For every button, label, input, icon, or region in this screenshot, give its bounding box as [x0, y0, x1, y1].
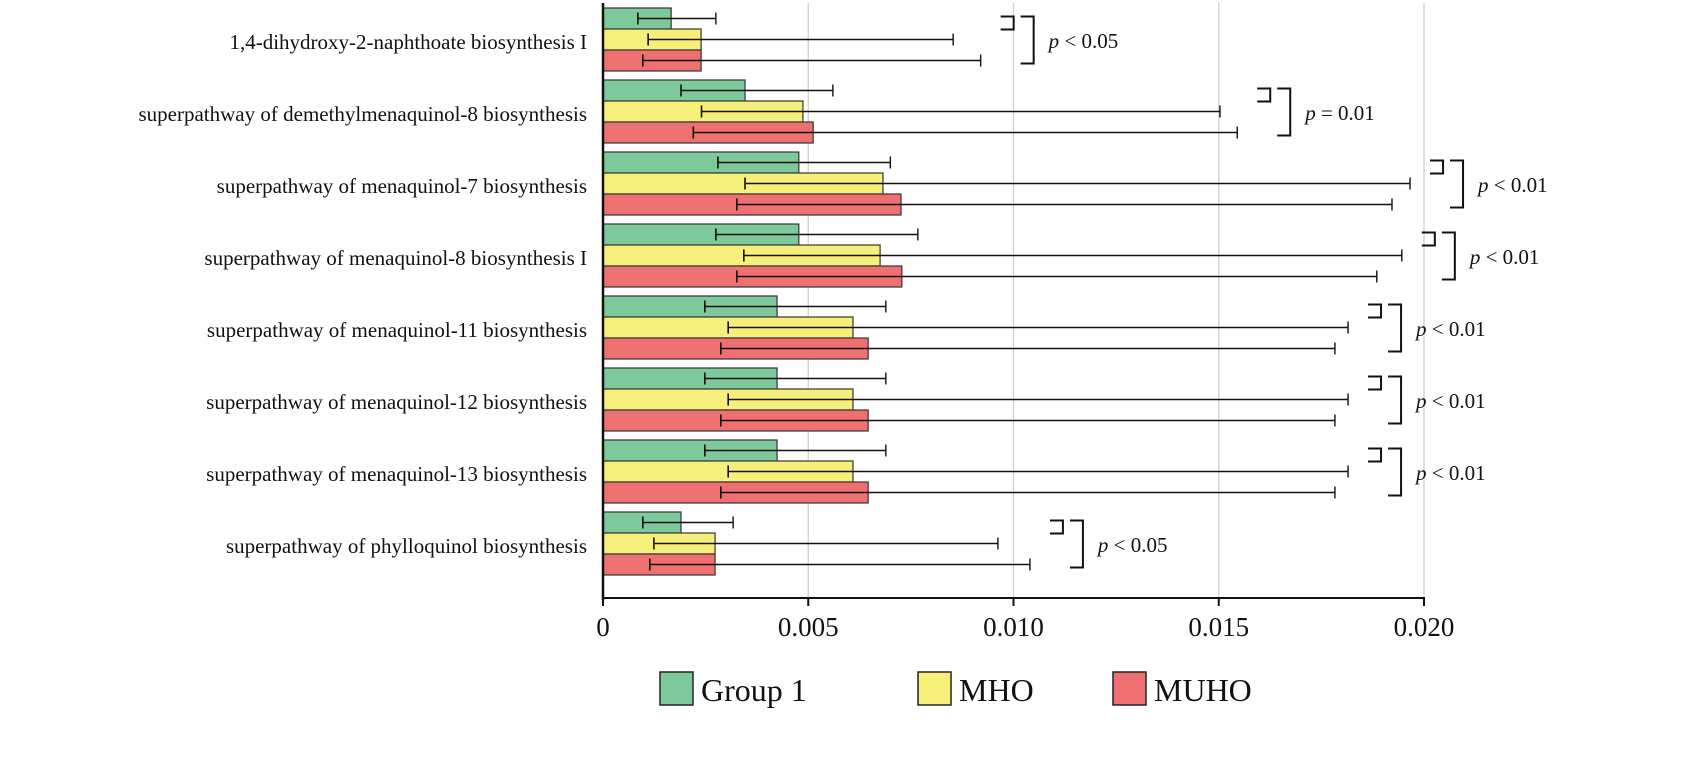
- p-symbol: p: [1414, 317, 1427, 341]
- x-tick-label: 0.020: [1394, 612, 1455, 642]
- significance-bracket-large: [1388, 303, 1403, 353]
- p-symbol: p: [1468, 245, 1481, 269]
- p-symbol: p: [1303, 101, 1316, 125]
- category-label: superpathway of menaquinol-12 biosynthes…: [206, 390, 587, 414]
- p-value: < 0.01: [1489, 173, 1548, 197]
- significance-bracket-small: [1368, 447, 1383, 463]
- significance-bracket-small: [1257, 87, 1272, 103]
- significance-bracket-small: [1368, 303, 1383, 319]
- significance-bracket-large: [1388, 447, 1403, 497]
- significance-bracket-large: [1450, 159, 1465, 209]
- legend-label: MHO: [959, 672, 1034, 708]
- category-label: superpathway of demethylmenaquinol-8 bio…: [139, 102, 588, 126]
- significance-bracket-small: [1368, 375, 1383, 391]
- legend-swatch-group-1: [659, 671, 694, 706]
- category-label: superpathway of menaquinol-7 biosynthesi…: [217, 174, 587, 198]
- x-tick-label: 0: [596, 612, 610, 642]
- p-value-annotation: p < 0.05: [1047, 29, 1119, 53]
- p-value: < 0.01: [1480, 245, 1539, 269]
- x-tick-label: 0.005: [778, 612, 839, 642]
- p-value-annotation: p < 0.01: [1414, 461, 1486, 485]
- significance-bracket-small: [1000, 15, 1015, 31]
- category-label: 1,4-dihydroxy-2-naphthoate biosynthesis …: [229, 30, 587, 54]
- legend-swatch-mho: [917, 671, 952, 706]
- significance-bracket-large: [1441, 231, 1456, 281]
- significance-bracket-large: [1277, 87, 1292, 137]
- p-value-annotation: p < 0.01: [1468, 245, 1540, 269]
- significance-bracket-large: [1020, 15, 1035, 65]
- category-label: superpathway of menaquinol-11 biosynthes…: [207, 318, 587, 342]
- p-symbol: p: [1414, 461, 1427, 485]
- p-value-annotation: p < 0.01: [1476, 173, 1548, 197]
- legend-swatch-muho: [1112, 671, 1147, 706]
- x-tick-label: 0.010: [983, 612, 1044, 642]
- p-value-annotation: p = 0.01: [1303, 101, 1375, 125]
- p-value: < 0.01: [1427, 317, 1486, 341]
- significance-bracket-small: [1421, 231, 1436, 247]
- p-value-annotation: p < 0.01: [1414, 389, 1486, 413]
- significance-bracket-small: [1430, 159, 1445, 175]
- p-value: < 0.01: [1427, 461, 1486, 485]
- p-symbol: p: [1414, 389, 1427, 413]
- category-label: superpathway of menaquinol-8 biosynthesi…: [204, 246, 587, 270]
- significance-bracket-small: [1049, 519, 1064, 535]
- p-symbol: p: [1476, 173, 1489, 197]
- category-label: superpathway of menaquinol-13 biosynthes…: [206, 462, 587, 486]
- p-value-annotation: p < 0.05: [1096, 533, 1168, 557]
- p-value: < 0.01: [1427, 389, 1486, 413]
- category-label: superpathway of phylloquinol biosynthesi…: [226, 534, 587, 558]
- x-tick-label: 0.015: [1188, 612, 1249, 642]
- p-symbol: p: [1096, 533, 1109, 557]
- legend-label: MUHO: [1154, 672, 1252, 708]
- p-symbol: p: [1047, 29, 1060, 53]
- significance-bracket-large: [1388, 375, 1403, 425]
- p-value: = 0.01: [1316, 101, 1375, 125]
- significance-bracket-large: [1069, 519, 1084, 569]
- p-value: < 0.05: [1059, 29, 1118, 53]
- p-value-annotation: p < 0.01: [1414, 317, 1486, 341]
- p-value: < 0.05: [1108, 533, 1167, 557]
- legend-label: Group 1: [701, 672, 807, 708]
